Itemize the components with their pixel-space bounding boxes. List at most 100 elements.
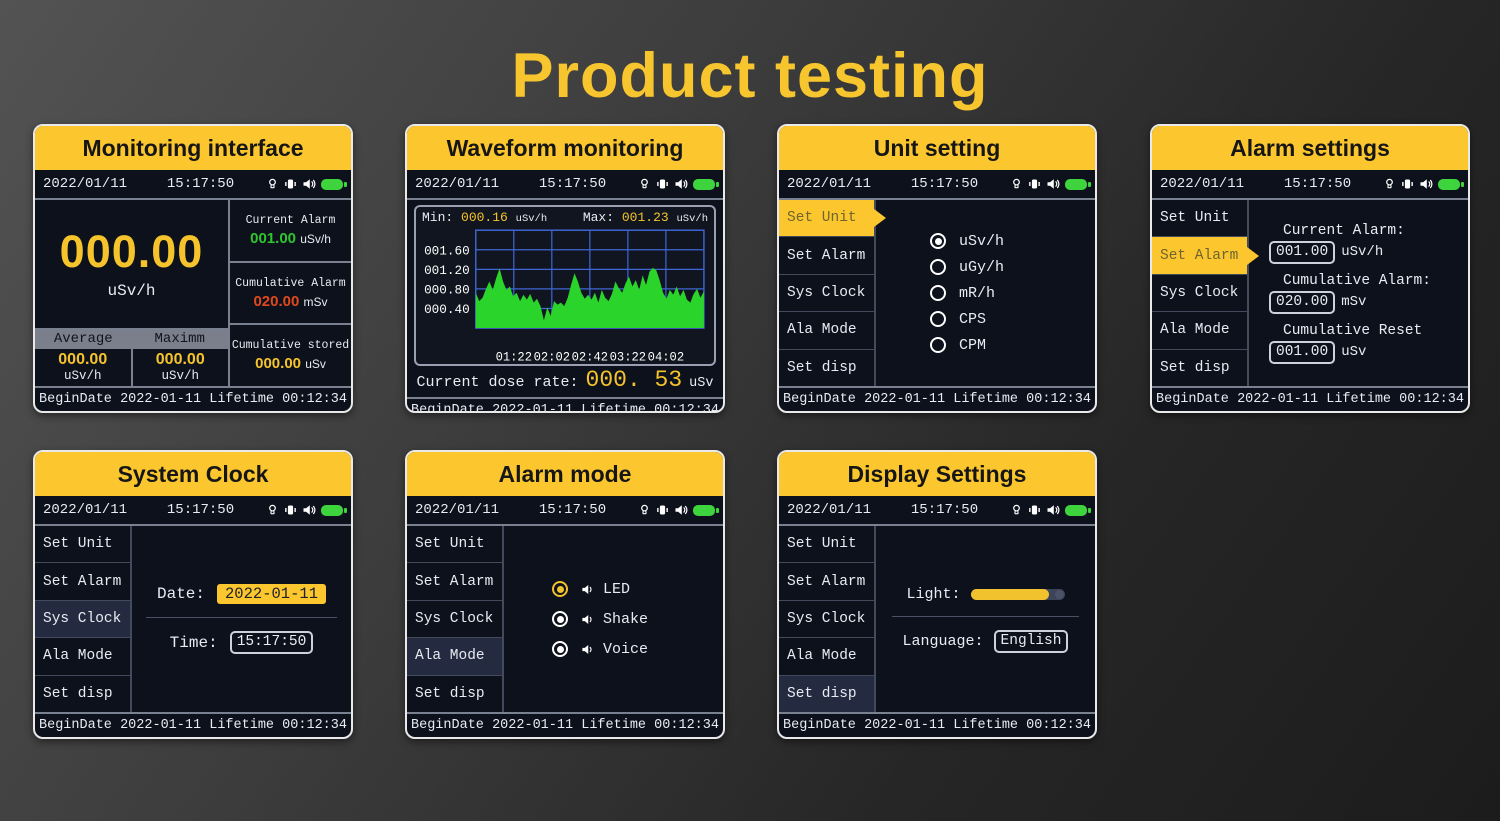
lifetime-label: Lifetime bbox=[581, 402, 647, 411]
radio-icon[interactable] bbox=[552, 641, 568, 657]
menu-item-set-disp[interactable]: Set disp bbox=[787, 359, 857, 376]
begindate-label: BeginDate bbox=[411, 402, 484, 411]
unit-option-ugyh[interactable]: uGy/h bbox=[930, 259, 1095, 276]
current-alarm-input[interactable]: 001.00 bbox=[1269, 240, 1336, 264]
card-title: Display Settings bbox=[779, 452, 1095, 496]
menu-item-sys-clock[interactable]: Sys Clock bbox=[1152, 275, 1247, 313]
language-select[interactable]: English bbox=[993, 629, 1069, 653]
menu-item-sys-clock[interactable]: Sys Clock bbox=[779, 601, 874, 639]
cumulative-reset-input[interactable]: 001.00 bbox=[1269, 340, 1336, 364]
status-icons bbox=[266, 503, 347, 517]
menu-item-set-alarm[interactable]: Set Alarm bbox=[35, 563, 130, 601]
cumulative-alarm-input[interactable]: 020.00 bbox=[1269, 290, 1336, 314]
light-icon bbox=[1013, 504, 1020, 515]
speaker-icon bbox=[303, 179, 316, 189]
begindate-label: BeginDate bbox=[39, 718, 112, 733]
alarm-fields-pane: Current Alarm: 001.00 uSv/h Cumulative Al… bbox=[1249, 200, 1468, 386]
waveform-chart: 001.60 001.20 000.80 000.40 01:22 02:02 02:42 0… bbox=[420, 226, 710, 365]
cards-stage: Monitoring interface 2022/01/11 15:17:50 bbox=[0, 112, 1500, 812]
vibrate-icon bbox=[1402, 179, 1413, 189]
menu-item-set-alarm[interactable]: Set Alarm bbox=[779, 237, 874, 275]
menu-item-set-disp[interactable]: Set disp bbox=[43, 685, 113, 702]
status-time: 15:17:50 bbox=[1283, 176, 1352, 192]
unit-option-cps[interactable]: CPS bbox=[930, 311, 1095, 328]
card-unit-setting: Unit setting 2022/01/11 15:17:50 Set Uni… bbox=[777, 124, 1097, 413]
cumulative-stored-box: Cumulative stored 000.00 uSv bbox=[230, 323, 351, 386]
menu-item-ala-mode[interactable]: Ala Mode bbox=[1152, 312, 1247, 350]
menu-item-set-unit[interactable]: Set Unit bbox=[1152, 200, 1247, 238]
menu-item-set-disp[interactable]: Set disp bbox=[779, 675, 874, 713]
status-time: 15:17:50 bbox=[166, 502, 235, 518]
speaker-icon bbox=[1047, 505, 1060, 515]
brightness-slider-knob[interactable] bbox=[1054, 589, 1064, 599]
unit-option-mrh[interactable]: mR/h bbox=[930, 285, 1095, 302]
alarm-mode-option-voice[interactable]: Voice bbox=[552, 641, 723, 658]
lifetime-value: 00:12:34 bbox=[1399, 392, 1464, 407]
device-screen: 2022/01/11 15:17:50 000.00 uSv/h bbox=[35, 170, 351, 411]
speaker-icon bbox=[582, 644, 592, 654]
stats-table: Average Maximm 000.00 uSv/h 000.00 bbox=[35, 328, 228, 386]
language-label: Language: bbox=[902, 632, 984, 650]
lifetime-value: 00:12:34 bbox=[282, 718, 347, 733]
status-bar: 2022/01/11 15:17:50 bbox=[779, 170, 1095, 200]
radio-icon[interactable] bbox=[930, 259, 946, 275]
settings-menu: Set Unit Set Alarm Sys Clock Ala Mode Se… bbox=[35, 526, 132, 712]
radio-selected-icon[interactable] bbox=[552, 581, 568, 597]
radio-icon[interactable] bbox=[552, 611, 568, 627]
radio-icon[interactable] bbox=[930, 311, 946, 327]
status-bar: 2022/01/11 15:17:50 bbox=[35, 496, 351, 526]
unit-option-cpm[interactable]: CPM bbox=[930, 337, 1095, 354]
unit-option-usvh[interactable]: uSv/h bbox=[930, 233, 1095, 250]
menu-item-set-alarm[interactable]: Set Alarm bbox=[1152, 237, 1247, 275]
svg-text:000.80: 000.80 bbox=[424, 282, 470, 297]
language-row: Language: English bbox=[890, 629, 1081, 653]
menu-item-set-unit[interactable]: Set Unit bbox=[407, 526, 502, 564]
menu-item-sys-clock[interactable]: Sys Clock bbox=[35, 600, 130, 639]
settings-menu: Set Unit Set Alarm Sys Clock Ala Mode Se… bbox=[779, 526, 876, 713]
menu-item-ala-mode[interactable]: Ala Mode bbox=[407, 638, 502, 676]
status-icons bbox=[638, 503, 719, 517]
average-header: Average bbox=[53, 331, 113, 347]
dose-reading-panel: 000.00 uSv/h Average Maximm 000.00 bbox=[35, 200, 230, 386]
alarm-summary-panel: Current Alarm 001.00 uSv/h Cumulative Al… bbox=[230, 200, 351, 386]
unit-options-pane: uSv/h uGy/h mR/h CPS CPM bbox=[876, 200, 1095, 386]
device-footer: BeginDate 2022-01-11 Lifetime 00:12:34 bbox=[779, 386, 1095, 411]
cumulative-reset-unit: uSv bbox=[1341, 344, 1367, 360]
menu-item-set-alarm[interactable]: Set Alarm bbox=[779, 563, 874, 601]
menu-item-ala-mode[interactable]: Ala Mode bbox=[35, 638, 130, 676]
begindate-label: BeginDate bbox=[1156, 392, 1229, 407]
menu-item-set-alarm[interactable]: Set Alarm bbox=[407, 563, 502, 601]
begindate-label: BeginDate bbox=[39, 392, 112, 407]
menu-item-set-unit[interactable]: Set Unit bbox=[779, 200, 874, 238]
radio-icon[interactable] bbox=[930, 337, 946, 353]
current-alarm-unit: uSv/h bbox=[300, 231, 331, 246]
menu-item-set-disp[interactable]: Set disp bbox=[415, 685, 485, 702]
alarm-mode-option-shake[interactable]: Shake bbox=[552, 611, 723, 628]
menu-item-set-unit[interactable]: Set Unit bbox=[35, 526, 130, 564]
card-waveform-monitoring: Waveform monitoring 2022/01/11 15:17:50 bbox=[405, 124, 725, 413]
alarm-mode-option-led[interactable]: LED bbox=[552, 581, 723, 598]
menu-item-set-unit[interactable]: Set Unit bbox=[779, 526, 874, 564]
status-time: 15:17:50 bbox=[910, 502, 979, 518]
brightness-slider[interactable] bbox=[970, 588, 1065, 600]
vibrate-icon bbox=[657, 179, 668, 189]
vibrate-icon bbox=[285, 179, 296, 189]
device-footer: BeginDate 2022-01-11 Lifetime 00:12:34 bbox=[779, 712, 1095, 737]
menu-item-ala-mode[interactable]: Ala Mode bbox=[779, 638, 874, 676]
lifetime-label: Lifetime bbox=[581, 718, 647, 733]
radio-icon[interactable] bbox=[930, 285, 946, 301]
menu-item-sys-clock[interactable]: Sys Clock bbox=[407, 601, 502, 639]
menu-item-ala-mode[interactable]: Ala Mode bbox=[779, 312, 874, 350]
begindate-value: 2022-01-11 bbox=[1237, 392, 1319, 407]
lifetime-label: Lifetime bbox=[1326, 392, 1392, 407]
menu-item-set-disp[interactable]: Set disp bbox=[1160, 359, 1230, 376]
lifetime-label: Lifetime bbox=[209, 718, 275, 733]
device-footer: BeginDate 2022-01-11 Lifetime 00:12:34 bbox=[1152, 386, 1468, 411]
menu-item-sys-clock[interactable]: Sys Clock bbox=[779, 275, 874, 313]
time-input[interactable]: 15:17:50 bbox=[229, 631, 314, 654]
date-input[interactable]: 2022-01-11 bbox=[217, 584, 327, 604]
radio-selected-icon[interactable] bbox=[930, 233, 946, 249]
waveform-panel: Min: 000.16 uSv/h Max: 001.23 uSv/h bbox=[407, 200, 723, 397]
lifetime-value: 00:12:34 bbox=[654, 402, 719, 411]
dose-rate-row: Current dose rate: 000. 53 uSv bbox=[414, 366, 716, 395]
